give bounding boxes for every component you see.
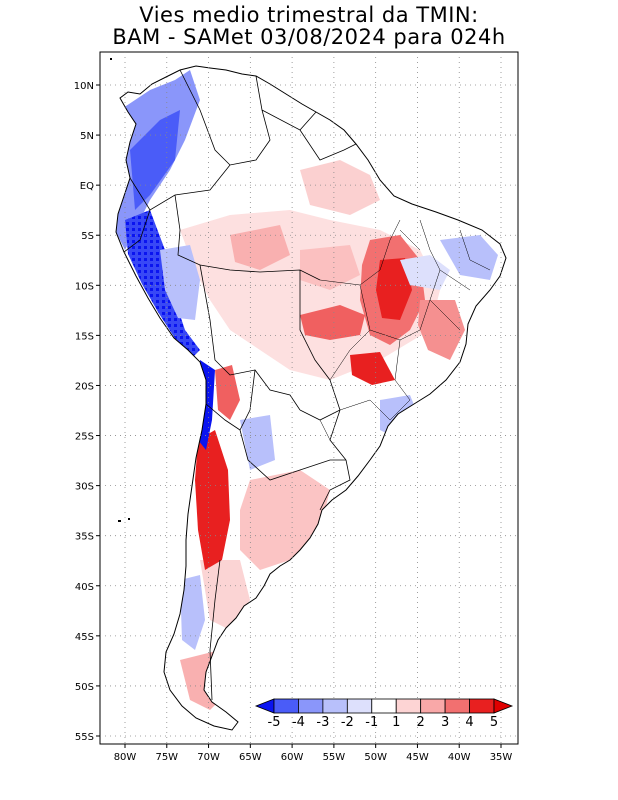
lon-label: 45W <box>406 752 429 763</box>
lon-label: 60W <box>281 752 304 763</box>
colorbar-label: -5 <box>268 715 281 730</box>
islands <box>110 58 130 522</box>
lon-label: 80W <box>114 752 137 763</box>
colorbar-swatch <box>322 698 348 714</box>
lon-label: 70W <box>197 752 220 763</box>
lon-label: 75W <box>155 752 178 763</box>
colorbar-label: 4 <box>465 715 473 730</box>
lon-label: 55W <box>323 752 346 763</box>
colorbar-label: -3 <box>316 715 329 730</box>
colorbar-swatch <box>420 698 446 714</box>
lat-label: 30S <box>75 482 94 493</box>
lat-label: 15S <box>75 331 94 342</box>
lat-label: 50S <box>75 682 94 693</box>
colorbar: -5 -4 -3 -2 -1 1 2 3 4 5 <box>254 698 514 730</box>
colorbar-swatch <box>395 698 422 714</box>
colorbar-label: 2 <box>417 715 425 730</box>
colorbar-label: 1 <box>392 715 400 730</box>
colorbar-label: -1 <box>365 715 378 730</box>
colorbar-swatch <box>371 698 397 714</box>
colorbar-swatch <box>346 698 373 714</box>
lat-label: 5N <box>80 131 94 142</box>
colorbar-swatch <box>273 698 299 714</box>
coastline <box>115 65 507 731</box>
lat-label: 55S <box>75 732 94 743</box>
colorbar-swatch <box>469 698 495 714</box>
colorbar-swatch <box>444 698 470 714</box>
lat-label: 25S <box>75 432 94 443</box>
colorbar-label: -2 <box>341 715 354 730</box>
map-title-line1: Vies medio trimestral da TMIN: <box>139 3 479 27</box>
lon-label: 50W <box>364 752 387 763</box>
lon-label: 65W <box>239 752 262 763</box>
colorbar-label: -4 <box>292 715 305 730</box>
longitude-labels: 80W 75W 70W 65W 60W 55W 50W 45W 40W 35W <box>114 744 513 763</box>
gridlines <box>100 52 518 744</box>
lon-label: 35W <box>490 752 513 763</box>
lon-label: 40W <box>448 752 471 763</box>
colorbar-label: 3 <box>441 715 449 730</box>
map-title-line2: BAM - SAMet 03/08/2024 para 024h <box>112 25 506 49</box>
colorbar-arrow-high <box>493 698 514 714</box>
lat-label: EQ <box>80 181 94 192</box>
lat-label: 35S <box>75 532 94 543</box>
latitude-labels: 10N 5N EQ 5S 10S 15S 20S 25S 30S 35S 40S 45S 50S 55S <box>74 81 100 743</box>
colorbar-label: 5 <box>490 715 498 730</box>
lat-label: 5S <box>81 231 94 242</box>
colorbar-swatch <box>298 698 324 714</box>
lat-label: 10S <box>75 281 94 292</box>
lat-label: 40S <box>75 582 94 593</box>
lat-label: 45S <box>75 632 94 643</box>
lat-label: 10N <box>74 81 94 92</box>
lat-label: 20S <box>75 381 94 392</box>
